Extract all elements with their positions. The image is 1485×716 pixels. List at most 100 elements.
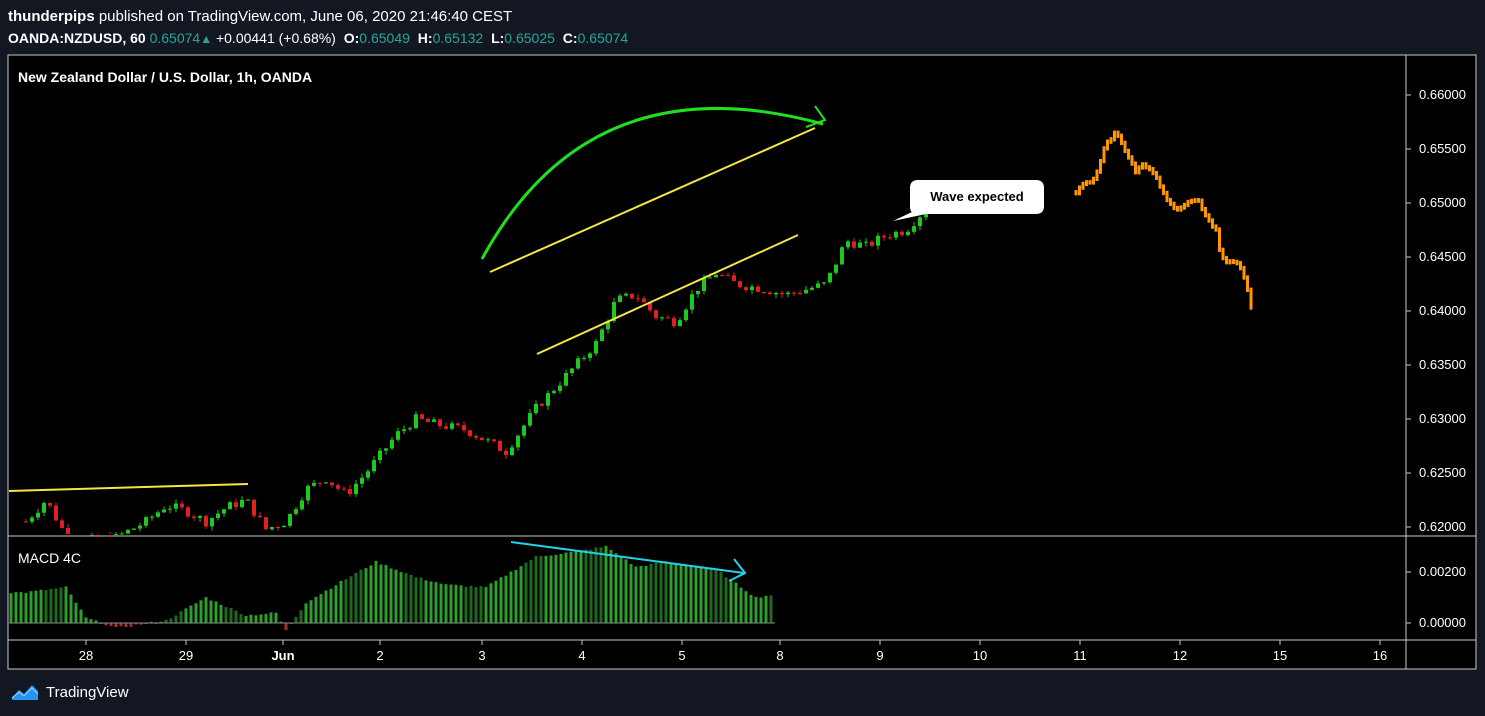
macd-bar xyxy=(184,608,188,623)
candle-body xyxy=(738,281,742,288)
tradingview-logo-icon[interactable] xyxy=(10,682,40,702)
macd-bar xyxy=(469,585,473,623)
macd-bar xyxy=(564,552,568,623)
projection-bar xyxy=(1228,259,1232,265)
macd-bar xyxy=(419,577,423,623)
macd-bar xyxy=(559,553,563,623)
ohlc-line: OANDA:NZDUSD, 60 0.65074▲ +0.00441 (+0.6… xyxy=(8,30,628,46)
candle-body xyxy=(774,292,778,295)
macd-bar xyxy=(654,562,658,623)
footer-brand[interactable]: TradingView xyxy=(46,683,129,701)
macd-bar xyxy=(369,565,373,623)
author-name[interactable]: thunderpips xyxy=(8,8,95,25)
macd-bar xyxy=(624,559,628,623)
candle-body xyxy=(252,499,256,516)
macd-bar xyxy=(534,555,538,623)
projection-bar xyxy=(1193,198,1197,204)
callout-wave-expected[interactable]: Wave expected xyxy=(893,180,1044,221)
time-tick-label: 3 xyxy=(478,648,485,663)
macd-bar xyxy=(574,551,578,623)
candle-body xyxy=(600,329,604,342)
candle-body xyxy=(468,430,472,436)
candle-body xyxy=(396,431,400,440)
candle-body xyxy=(90,534,94,536)
projection-bar xyxy=(1106,139,1109,151)
projection-bar xyxy=(1218,227,1221,252)
candle-body xyxy=(372,460,376,472)
macd-bar xyxy=(14,592,18,623)
candle-body xyxy=(168,508,172,510)
macd-bar xyxy=(19,592,23,623)
projection-bar xyxy=(1141,162,1144,170)
macd-bar xyxy=(99,623,103,625)
projection-bar xyxy=(1211,218,1214,229)
low-label: L: xyxy=(491,30,505,46)
macd-bar xyxy=(149,621,153,623)
time-tick-label: 9 xyxy=(876,648,883,663)
macd-bar xyxy=(259,614,263,623)
candle-body xyxy=(48,503,52,506)
high-value: 0.65132 xyxy=(432,30,484,46)
candle-body xyxy=(408,428,412,430)
macd-bar xyxy=(174,615,178,623)
candle-body xyxy=(114,534,118,536)
macd-bar xyxy=(324,590,328,623)
time-tick-label: 16 xyxy=(1373,648,1387,663)
macd-bar xyxy=(69,594,73,623)
projection-bar xyxy=(1232,259,1235,265)
candle-body xyxy=(276,527,280,529)
macd-bar xyxy=(59,587,63,623)
macd-bar xyxy=(254,615,258,623)
projection-bar xyxy=(1095,169,1099,182)
candle-body xyxy=(540,403,544,406)
candle-body xyxy=(768,292,772,295)
projection-bar xyxy=(1085,180,1088,187)
price-axis[interactable]: 0.66000 0.65500 0.65000 0.64500 0.64000 0.635… xyxy=(1406,87,1466,534)
time-tick-label: 29 xyxy=(179,648,193,663)
time-tick-label: 4 xyxy=(578,648,585,663)
candle-body xyxy=(696,291,700,295)
projection-bar xyxy=(1109,137,1113,144)
footer: TradingView xyxy=(10,682,129,702)
candle-body xyxy=(834,264,838,273)
projection-bar xyxy=(1127,148,1130,160)
macd-bar xyxy=(669,562,673,623)
macd-bar xyxy=(284,623,288,631)
macd-bar xyxy=(224,607,228,623)
price-tick-label: 0.64000 xyxy=(1419,303,1466,318)
time-axis[interactable]: 28 29 Jun 2 3 4 5 8 9 10 11 12 15 16 xyxy=(79,640,1387,663)
macd-bar xyxy=(264,613,268,623)
up-arrow-icon: ▲ xyxy=(200,32,213,46)
candle-body xyxy=(672,318,676,327)
projection-bar xyxy=(1078,185,1081,196)
candle-body xyxy=(246,499,250,501)
macd-bar xyxy=(89,619,93,623)
candle-body xyxy=(432,419,436,422)
macd-axis[interactable]: 0.00200 0.00000 xyxy=(1406,564,1466,630)
time-tick-label: Jun xyxy=(271,648,294,663)
macd-bar xyxy=(304,603,308,623)
macd-bar xyxy=(714,568,718,623)
projection-bar xyxy=(1176,205,1179,212)
macd-bar xyxy=(189,605,193,623)
candle-body xyxy=(810,287,814,290)
candle-body xyxy=(54,505,58,521)
time-tick-label: 28 xyxy=(79,648,93,663)
projection-bar xyxy=(1123,140,1127,154)
candle-body xyxy=(918,217,922,227)
macd-bar xyxy=(489,583,493,623)
candle-body xyxy=(450,423,454,429)
candle-body xyxy=(198,516,202,518)
candle-body xyxy=(192,516,196,518)
macd-bar xyxy=(49,588,53,623)
macd-bar xyxy=(314,596,318,623)
candle-body xyxy=(798,292,802,294)
candle-body xyxy=(546,393,550,406)
macd-bar xyxy=(424,580,428,623)
macd-bar xyxy=(539,555,543,623)
macd-bar xyxy=(249,614,253,623)
macd-bar xyxy=(359,569,363,623)
macd-bar xyxy=(674,563,678,623)
macd-bar xyxy=(649,563,653,623)
